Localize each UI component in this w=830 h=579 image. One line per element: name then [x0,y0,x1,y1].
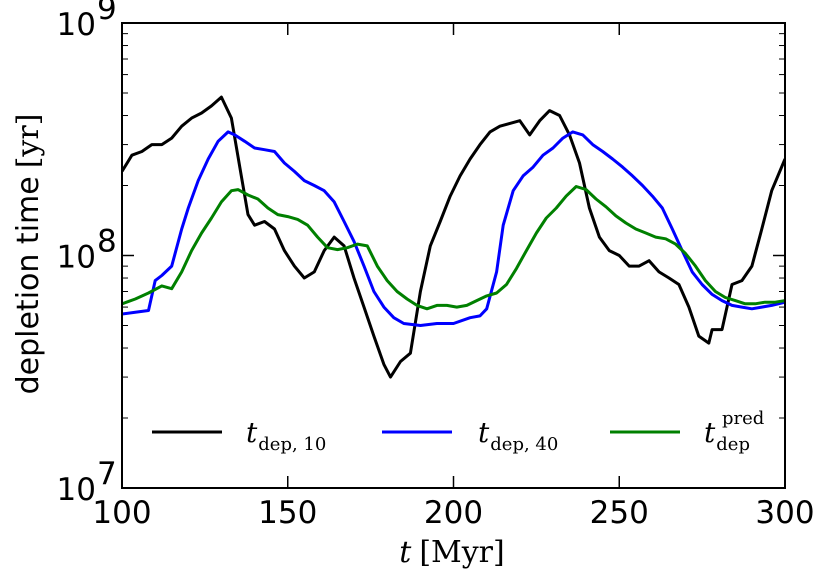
y-tick-label: 10 [57,472,96,508]
legend-label-superscript: pred [722,408,764,429]
y-axis-title: depletion time [11,176,46,394]
y-tick-label: 10 [57,7,96,43]
y-axis-unit: [yr] [11,114,46,169]
series-line-2 [122,130,785,327]
x-tick-label: 300 [755,495,814,531]
x-axis-label: t [Myr] [399,535,504,570]
y-axis-label: depletion time [yr] [11,114,46,395]
y-tick-exponent: 9 [97,0,117,27]
x-tick-label: 200 [424,495,483,531]
series-line-1 [122,95,785,379]
series-line-3 [122,185,785,311]
x-tick-label: 250 [590,495,649,531]
y-tick-exponent: 7 [97,456,117,492]
y-tick-label: 10 [57,240,96,276]
x-tick-labels: 100 150 200 250 300 [92,495,814,531]
legend-label: tdep, 10 [246,416,326,455]
x-tick-label: 100 [92,495,151,531]
legend-label: tdep, 40 [478,416,558,455]
y-tick-exponent: 8 [97,224,117,260]
x-axis-variable: t [399,535,412,570]
plot-frame [121,22,786,489]
series-layer [122,95,785,379]
x-axis-unit: [Myr] [419,535,504,570]
x-tick-label: 150 [258,495,317,531]
legend-label: tdep [704,416,750,455]
